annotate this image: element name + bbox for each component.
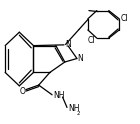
Text: N: N	[65, 40, 71, 49]
Text: Cl: Cl	[121, 14, 128, 23]
Text: NH: NH	[68, 104, 80, 113]
Text: NH: NH	[54, 91, 65, 100]
Text: O: O	[19, 87, 25, 96]
Text: Cl: Cl	[88, 36, 95, 45]
Text: 2: 2	[76, 111, 80, 116]
Text: N: N	[78, 54, 83, 63]
